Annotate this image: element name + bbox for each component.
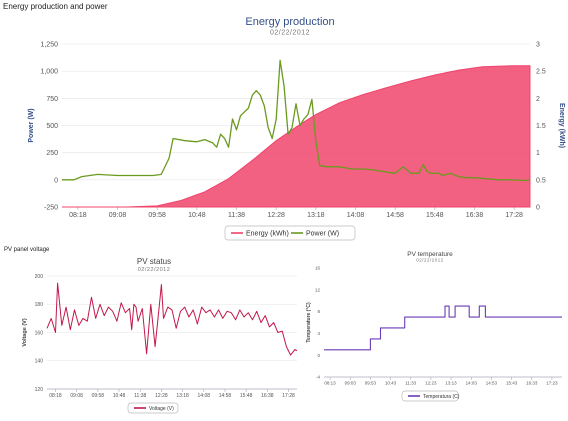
y-tick-label: 140 (35, 359, 44, 365)
y-tick-label: 16 (315, 266, 321, 271)
pv-panel-label: PV panel voltage (4, 247, 50, 253)
y-axis-title: Power (W) (28, 108, 35, 142)
legend-label: Power (W) (306, 230, 339, 237)
y2-tick-label: 1 (536, 150, 540, 157)
x-tick-label: 17:23 (546, 381, 558, 386)
y-tick-label: 250 (46, 150, 58, 157)
y-tick-label: 0 (54, 177, 58, 184)
x-tick-label: 08:18 (49, 393, 62, 399)
chart-subtitle: 02/22/2012 (138, 267, 171, 273)
x-tick-label: 09:53 (365, 381, 377, 386)
y-tick-label: 500 (46, 123, 58, 130)
x-tick-label: 16:33 (526, 381, 538, 386)
y-tick-label: 4 (317, 331, 320, 336)
y2-tick-label: 3 (536, 41, 540, 48)
y2-tick-label: 2 (536, 96, 540, 103)
page-title: Energy production and power (3, 2, 108, 11)
y-tick-label: -4 (316, 375, 320, 380)
y-tick-label: 750 (46, 96, 58, 103)
x-tick-label: 13:18 (307, 212, 325, 219)
x-tick-label: 13:18 (176, 393, 189, 399)
legend-box (127, 402, 179, 414)
legend-label: Temperatura (C) (423, 394, 460, 400)
x-tick-label: 15:48 (426, 212, 444, 219)
y-axis-title: Voltage (V) (22, 318, 28, 346)
x-tick-label: 12:28 (267, 212, 285, 219)
series-area-energy-kwh (62, 65, 531, 208)
x-tick-label: 11:33 (405, 381, 416, 386)
y2-axis-title: Energy (kWh) (558, 103, 565, 148)
y-tick-label: 1,000 (40, 69, 58, 76)
x-tick-label: 14:03 (466, 381, 478, 386)
y-tick-label: -250 (44, 204, 58, 211)
x-tick-label: 08:13 (324, 381, 336, 386)
legend-label: Voltage (V) (149, 406, 174, 412)
y2-tick-label: 1.5 (536, 123, 546, 130)
chart-subtitle: 02/22/2012 (270, 29, 310, 36)
y-tick-label: 120 (35, 387, 44, 393)
y-tick-label: 160 (35, 330, 44, 336)
y-axis-title: Temperature (°C) (306, 302, 312, 343)
x-tick-label: 10:48 (113, 393, 126, 399)
y-tick-label: 180 (35, 302, 44, 308)
x-tick-label: 17:28 (505, 212, 523, 219)
x-tick-label: 12:28 (155, 393, 168, 399)
x-tick-label: 13:13 (445, 381, 457, 386)
series-line-temperatura-c (324, 305, 562, 351)
legend-label: Energy (kWh) (246, 230, 289, 237)
x-tick-label: 16:38 (466, 212, 484, 219)
y-tick-label: 200 (35, 274, 44, 280)
x-tick-label: 09:58 (148, 212, 166, 219)
y2-tick-label: 0.5 (536, 177, 546, 184)
chart-title: Energy production (245, 16, 334, 28)
x-tick-label: 10:43 (385, 381, 397, 386)
y-tick-label: 1,250 (40, 41, 58, 48)
x-tick-label: 15:43 (506, 381, 518, 386)
x-tick-label: 08:18 (69, 212, 87, 219)
series-line-voltage-v (46, 282, 298, 356)
x-tick-label: 14:58 (386, 212, 404, 219)
y2-tick-label: 2.5 (536, 69, 546, 76)
chart-subtitle: 02/22/2012 (416, 258, 444, 263)
y-tick-label: 12 (315, 287, 321, 292)
x-tick-label: 12:23 (425, 381, 437, 386)
y-tick-label: 8 (317, 309, 320, 314)
legend-box (224, 225, 356, 241)
x-tick-label: 14:08 (198, 393, 211, 399)
x-tick-label: 16:38 (261, 393, 274, 399)
x-tick-label: 09:08 (109, 212, 127, 219)
x-tick-label: 17:28 (282, 393, 295, 399)
y-tick-label: 0 (317, 353, 320, 358)
x-tick-label: 14:53 (486, 381, 498, 386)
y2-tick-label: 0 (536, 204, 540, 211)
x-tick-label: 11:38 (228, 212, 245, 219)
x-tick-label: 14:08 (347, 212, 365, 219)
chart-title: PV status (137, 257, 171, 266)
x-tick-label: 14:58 (219, 393, 232, 399)
x-tick-label: 11:38 (134, 393, 146, 399)
chart-title: PV temperature (407, 251, 453, 258)
x-tick-label: 09:58 (92, 393, 105, 399)
legend-box (401, 390, 459, 402)
x-tick-label: 10:48 (188, 212, 206, 219)
x-tick-label: 09:08 (70, 393, 83, 399)
x-tick-label: 09:03 (345, 381, 357, 386)
series-line-power-w (62, 59, 530, 182)
x-tick-label: 15:48 (240, 393, 253, 399)
